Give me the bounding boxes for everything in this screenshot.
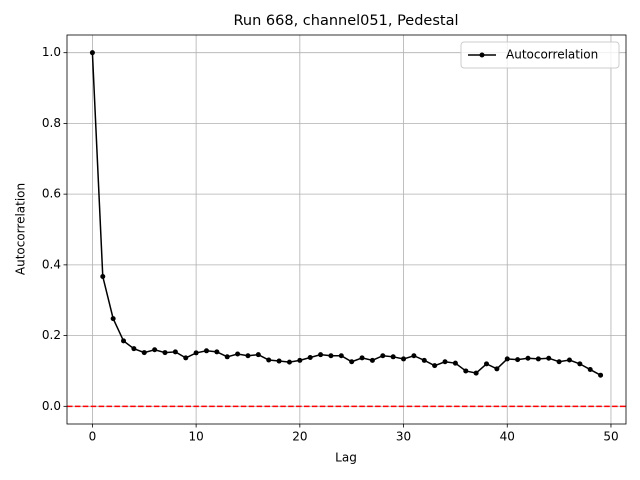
- data-point: [141, 350, 147, 356]
- legend-label: Autocorrelation: [506, 48, 598, 62]
- data-point: [473, 370, 479, 376]
- data-point: [421, 357, 427, 363]
- data-point: [463, 368, 469, 374]
- x-tick-label: 10: [188, 430, 203, 444]
- data-point: [494, 366, 500, 372]
- x-tick-label: 20: [292, 430, 307, 444]
- data-point: [390, 354, 396, 360]
- data-point: [224, 354, 230, 360]
- data-point: [380, 353, 386, 359]
- x-tick-label: 30: [396, 430, 411, 444]
- data-point: [556, 359, 562, 365]
- data-point: [266, 357, 272, 363]
- data-point: [535, 356, 541, 362]
- data-point: [566, 357, 572, 363]
- data-point: [328, 353, 334, 359]
- y-tick-label: 0.2: [42, 328, 61, 342]
- legend-box: [460, 41, 620, 69]
- plot-frame: [66, 34, 627, 425]
- data-point: [504, 356, 510, 362]
- data-point: [100, 274, 106, 280]
- data-point: [484, 361, 490, 367]
- data-point: [587, 367, 593, 373]
- data-point: [318, 352, 324, 358]
- data-point: [525, 355, 531, 361]
- data-point: [245, 353, 251, 359]
- data-point: [297, 357, 303, 363]
- data-point: [401, 356, 407, 362]
- data-point: [349, 359, 355, 365]
- data-point: [432, 363, 438, 369]
- data-point: [276, 358, 282, 364]
- y-tick-label: 0.0: [42, 399, 61, 413]
- data-point: [452, 360, 458, 366]
- data-point: [442, 359, 448, 365]
- data-point: [307, 355, 313, 361]
- chart-title: Run 668, channel051, Pedestal: [233, 13, 458, 29]
- x-tick-label: 50: [603, 430, 618, 444]
- data-point: [235, 351, 241, 357]
- legend: Autocorrelation: [460, 41, 620, 69]
- y-tick-label: 0.6: [42, 187, 61, 201]
- data-point: [162, 350, 168, 356]
- legend-marker: [479, 52, 485, 58]
- data-point: [546, 355, 552, 361]
- data-point: [110, 316, 116, 322]
- data-point: [214, 349, 220, 355]
- data-point: [369, 357, 375, 363]
- x-tick-label: 40: [500, 430, 515, 444]
- data-point: [172, 349, 178, 355]
- data-point: [203, 348, 209, 354]
- data-point: [193, 350, 199, 356]
- data-point: [152, 347, 158, 353]
- data-point: [515, 357, 521, 363]
- data-point: [121, 338, 127, 344]
- data-point: [131, 346, 137, 352]
- y-tick-label: 0.4: [42, 257, 61, 271]
- data-point: [598, 372, 604, 378]
- data-point: [411, 353, 417, 359]
- data-point: [359, 355, 365, 361]
- x-axis-label: Lag: [335, 451, 357, 465]
- x-tick-label: 0: [89, 430, 97, 444]
- data-point: [577, 361, 583, 367]
- data-point: [286, 359, 292, 365]
- y-axis-label: Autocorrelation: [14, 183, 28, 275]
- y-tick-label: 1.0: [42, 45, 61, 59]
- data-point: [89, 50, 95, 56]
- y-tick-label: 0.8: [42, 116, 61, 130]
- data-point: [338, 353, 344, 359]
- data-point: [183, 355, 189, 361]
- data-point: [255, 352, 261, 358]
